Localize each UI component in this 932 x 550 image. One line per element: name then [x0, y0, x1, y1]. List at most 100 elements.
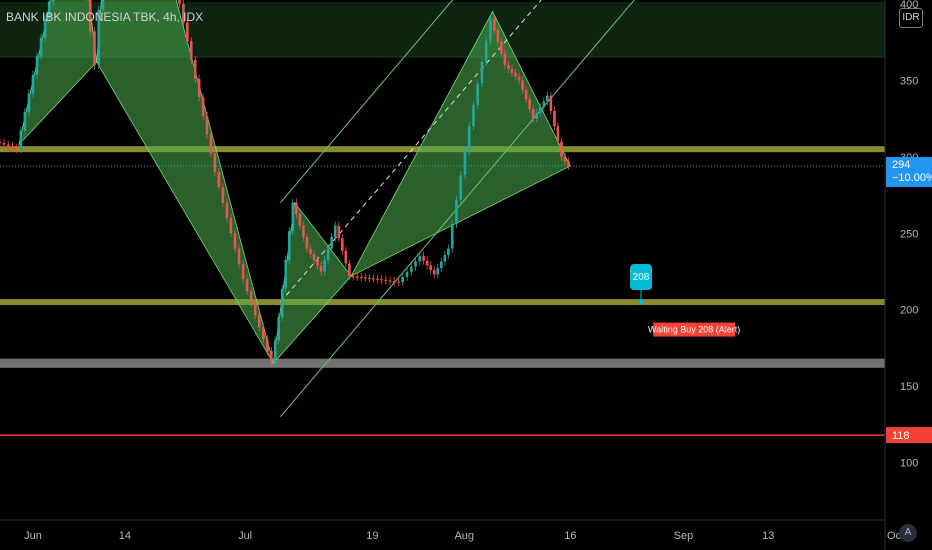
candle-body [372, 278, 375, 280]
candle-body [225, 202, 229, 218]
candle-body [93, 31, 96, 66]
candle-body [355, 276, 359, 278]
candle-body [97, 10, 101, 66]
support-line-support_lower [0, 299, 885, 306]
candle-body [101, 0, 105, 11]
candle-body [528, 99, 531, 110]
pattern-triangle-3 [272, 201, 352, 365]
candle-body [384, 279, 388, 281]
candle-body [302, 225, 305, 238]
candle-body [359, 276, 363, 279]
candle-body [178, 0, 181, 4]
candle-body [507, 65, 510, 69]
candle-body [467, 126, 471, 151]
candle-body [524, 89, 528, 100]
candle-body [11, 146, 14, 148]
candle-body [414, 261, 417, 267]
candle-body [182, 3, 185, 23]
candle-body [517, 76, 521, 81]
candle-body [567, 161, 570, 166]
y-tick-350: 350 [900, 75, 918, 87]
candle-body [538, 107, 542, 113]
stop-price-badge [886, 427, 932, 444]
currency-unit-badge[interactable]: IDR [899, 8, 923, 28]
candle-body [270, 351, 273, 364]
candle-body [201, 97, 205, 117]
candle-body [217, 172, 221, 188]
candle-body [197, 78, 201, 98]
candle-body [409, 266, 413, 272]
candle-body [392, 280, 396, 283]
candle-body [500, 42, 503, 54]
x-tick-Sep: Sep [674, 530, 694, 542]
candle-body [472, 104, 475, 127]
candle-body [459, 175, 463, 200]
y-tick-250: 250 [900, 228, 918, 240]
candle-body [363, 277, 367, 279]
candle-body [295, 202, 298, 215]
alert-label-text: Waiting Buy 208 (Alert) [648, 325, 740, 335]
candle-body [261, 327, 265, 340]
candle-body [348, 263, 351, 277]
candle-body [47, 1, 51, 20]
candle-body [531, 109, 535, 119]
candle-body [284, 260, 288, 289]
candle-body [380, 279, 383, 281]
candle-body [560, 141, 563, 157]
candle-body [514, 72, 517, 77]
auto-scale-button[interactable]: A [899, 524, 917, 542]
current-price-badge [886, 156, 932, 187]
channel-upper-line [280, 0, 454, 203]
candle-body [425, 260, 429, 266]
candle-body [213, 153, 217, 173]
candle-body [326, 248, 330, 261]
candle-body [450, 224, 454, 249]
candle-body [436, 268, 440, 275]
candle-body [455, 199, 458, 225]
candle-body [51, 0, 55, 2]
candle-body [556, 126, 560, 142]
candle-body [193, 59, 197, 79]
candle-body [291, 202, 295, 232]
candle-body [535, 112, 539, 119]
candle-body [31, 74, 35, 94]
candle-body [549, 95, 553, 111]
candle-body [249, 291, 253, 304]
candle-body [0, 141, 2, 144]
candle-body [563, 156, 567, 162]
candle-body [237, 248, 241, 264]
candle-body [39, 37, 43, 57]
candle-body [510, 68, 514, 73]
current-price-badge-line-2: −10.00% [892, 172, 932, 184]
y-tick-150: 150 [900, 381, 918, 393]
candle-body [233, 233, 237, 249]
candle-body [330, 237, 334, 249]
candle-body [368, 277, 371, 280]
candle-body [205, 116, 209, 135]
candle-body [401, 276, 405, 283]
y-tick-400: 400 [900, 0, 918, 11]
candle-body [273, 340, 277, 364]
candle-body [388, 280, 392, 282]
y-tick-100: 100 [900, 458, 918, 470]
candle-body [341, 238, 344, 251]
channel-lower-line [280, 0, 635, 418]
x-tick-14: 14 [119, 530, 131, 542]
candle-body [337, 225, 341, 239]
candle-body [312, 254, 316, 261]
candle-body [496, 30, 500, 43]
buy-callout-dot [638, 299, 644, 305]
candle-body [376, 278, 379, 280]
candle-body [35, 56, 39, 75]
candle-body [489, 19, 492, 41]
x-tick-13: 13 [762, 530, 774, 542]
x-tick-Aug: Aug [454, 530, 474, 542]
zone-bottom-zone [0, 358, 885, 368]
candle-body [309, 248, 312, 255]
candle-body [493, 19, 496, 31]
candle-body [553, 110, 556, 127]
candle-body [209, 134, 213, 154]
candle-body [6, 144, 10, 147]
candle-body [253, 303, 257, 316]
